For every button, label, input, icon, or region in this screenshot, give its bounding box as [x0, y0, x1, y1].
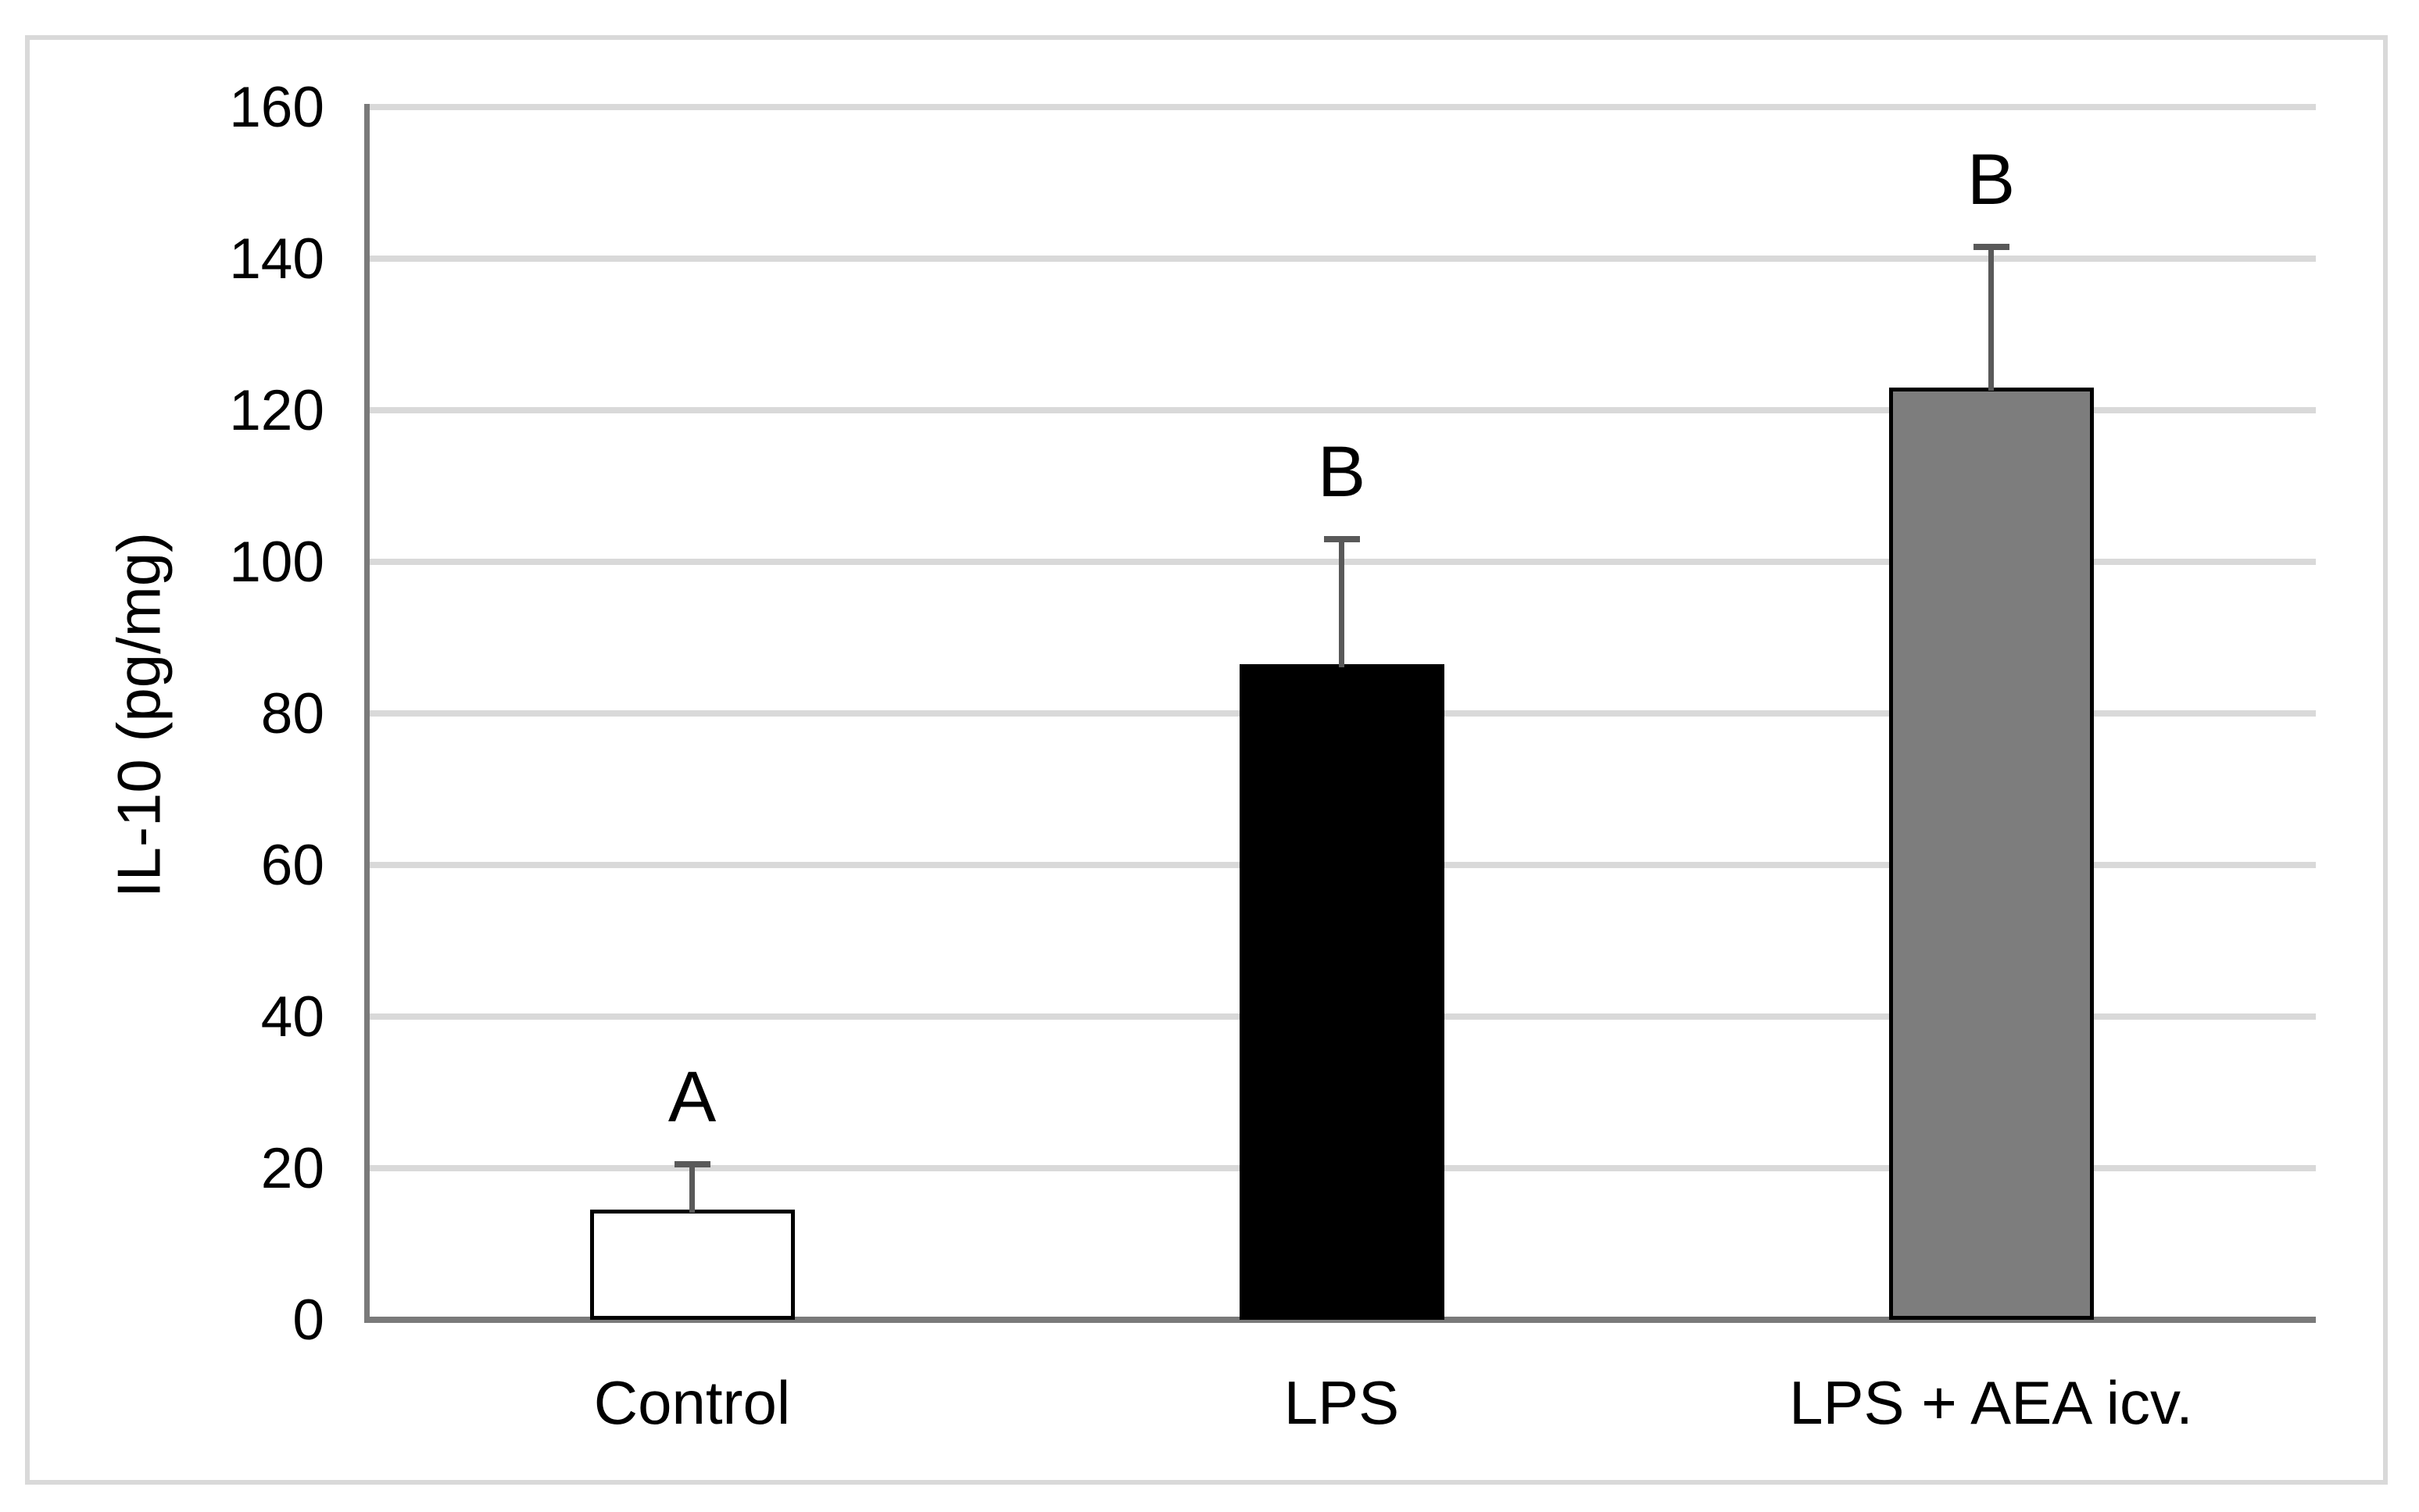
- y-axis-line: [364, 104, 370, 1320]
- x-category-label: LPS + AEA icv.: [1789, 1368, 2193, 1437]
- significance-letter: B: [1317, 431, 1366, 512]
- gridline: [367, 407, 2316, 413]
- x-category-label: Control: [593, 1368, 791, 1437]
- y-tick-label: 80: [260, 682, 324, 745]
- y-tick-label: 40: [260, 985, 324, 1049]
- y-tick-label: 20: [260, 1137, 324, 1200]
- error-bar-cap: [1973, 244, 2009, 251]
- bar: [589, 1210, 795, 1320]
- y-tick-label: 100: [229, 531, 324, 594]
- y-tick-label: 60: [260, 834, 324, 897]
- y-tick-label: 0: [292, 1289, 324, 1352]
- y-tick-label: 160: [229, 76, 324, 139]
- gridline: [367, 256, 2316, 262]
- gridline: [367, 104, 2316, 110]
- significance-letter: A: [667, 1057, 717, 1138]
- y-tick-label: 140: [229, 227, 324, 291]
- x-axis-line: [364, 1317, 2316, 1323]
- error-bar-cap: [1323, 535, 1360, 542]
- error-bar-cap: [674, 1161, 710, 1168]
- error-bar-stem: [1988, 247, 1994, 391]
- error-bar-stem: [689, 1164, 695, 1214]
- y-tick-label: 120: [229, 379, 324, 442]
- x-category-label: LPS: [1283, 1368, 1400, 1437]
- bar: [1239, 663, 1444, 1320]
- bar: [1888, 387, 2094, 1320]
- error-bar-stem: [1339, 538, 1344, 667]
- significance-letter: B: [1966, 140, 2016, 220]
